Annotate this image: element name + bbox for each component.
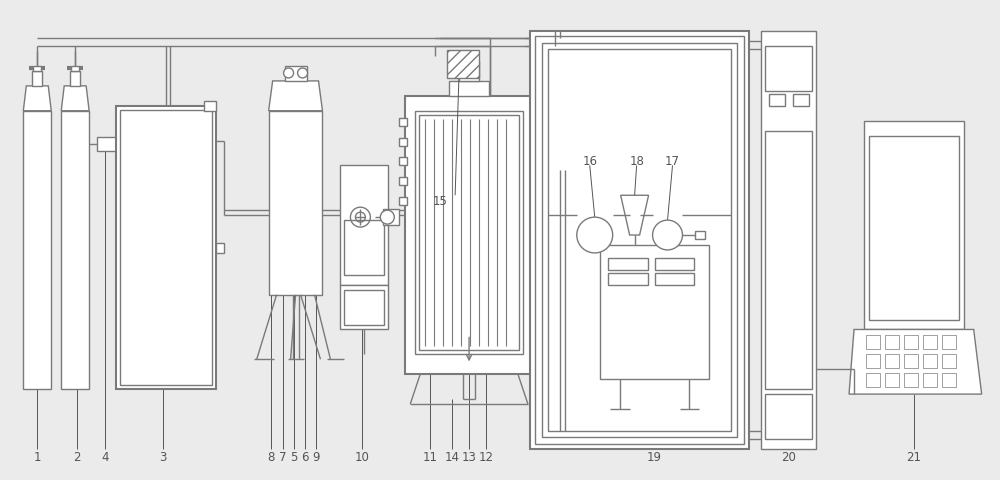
Circle shape: [298, 69, 308, 79]
Text: 21: 21: [906, 450, 921, 463]
Text: 11: 11: [423, 450, 438, 463]
Bar: [70, 72, 80, 87]
Bar: [32, 72, 42, 87]
Bar: [885, 336, 899, 349]
Bar: [542, 44, 737, 437]
Bar: [415, 111, 523, 355]
Polygon shape: [621, 196, 649, 236]
Bar: [97, 137, 119, 151]
Bar: [866, 373, 880, 387]
Text: 18: 18: [629, 155, 644, 168]
Bar: [447, 51, 479, 79]
Text: 10: 10: [355, 450, 370, 463]
Bar: [269, 111, 322, 295]
Bar: [869, 136, 959, 320]
Bar: [399, 138, 407, 146]
Bar: [904, 355, 918, 369]
Text: 7: 7: [279, 450, 286, 463]
Bar: [608, 273, 648, 285]
Bar: [344, 221, 384, 275]
Bar: [449, 82, 489, 96]
Circle shape: [380, 211, 394, 225]
Polygon shape: [849, 330, 982, 394]
Bar: [340, 166, 388, 285]
Polygon shape: [61, 87, 89, 111]
Text: 16: 16: [582, 155, 597, 168]
Polygon shape: [269, 82, 322, 111]
Text: 2: 2: [73, 450, 81, 463]
Text: 4: 4: [101, 450, 109, 463]
Bar: [399, 178, 407, 186]
Bar: [655, 273, 694, 285]
Bar: [383, 210, 399, 226]
Bar: [923, 336, 937, 349]
Bar: [204, 102, 216, 111]
Text: 5: 5: [290, 450, 297, 463]
Bar: [655, 258, 694, 270]
Bar: [923, 373, 937, 387]
Bar: [340, 285, 388, 330]
Bar: [23, 111, 51, 389]
Bar: [71, 67, 79, 72]
Bar: [535, 37, 744, 444]
Text: 6: 6: [301, 450, 308, 463]
Bar: [419, 116, 519, 350]
Text: 20: 20: [781, 450, 796, 463]
Bar: [405, 96, 533, 374]
Bar: [793, 95, 809, 107]
Bar: [942, 355, 956, 369]
Bar: [866, 336, 880, 349]
Bar: [344, 290, 384, 325]
Bar: [531, 119, 539, 126]
Bar: [866, 355, 880, 369]
Bar: [864, 121, 964, 330]
Bar: [769, 95, 785, 107]
Bar: [695, 231, 705, 240]
Bar: [399, 198, 407, 206]
Bar: [765, 132, 812, 389]
Text: 12: 12: [479, 450, 494, 463]
Bar: [459, 62, 479, 82]
Text: 17: 17: [665, 155, 680, 168]
Text: 14: 14: [445, 450, 460, 463]
Bar: [285, 67, 307, 82]
Text: 1: 1: [34, 450, 41, 463]
Bar: [608, 258, 648, 270]
Text: 19: 19: [647, 450, 662, 463]
Text: 9: 9: [312, 450, 319, 463]
Circle shape: [284, 69, 294, 79]
Bar: [120, 110, 212, 385]
Bar: [61, 111, 89, 389]
Bar: [942, 373, 956, 387]
Bar: [548, 50, 731, 431]
Bar: [885, 373, 899, 387]
Bar: [765, 394, 812, 439]
Bar: [531, 138, 539, 146]
Bar: [942, 336, 956, 349]
Bar: [399, 158, 407, 166]
Text: 13: 13: [462, 450, 477, 463]
Circle shape: [653, 221, 682, 251]
Text: 15: 15: [433, 194, 448, 207]
Bar: [600, 245, 709, 379]
Bar: [531, 158, 539, 166]
Bar: [530, 32, 749, 449]
Bar: [765, 47, 812, 92]
Bar: [923, 355, 937, 369]
Polygon shape: [23, 87, 51, 111]
Bar: [116, 107, 216, 389]
Bar: [216, 243, 224, 253]
Bar: [904, 336, 918, 349]
Text: 3: 3: [159, 450, 167, 463]
Circle shape: [577, 217, 613, 253]
Bar: [904, 373, 918, 387]
Bar: [33, 67, 41, 72]
Text: 8: 8: [267, 450, 274, 463]
Bar: [399, 119, 407, 126]
Bar: [761, 32, 816, 449]
Bar: [885, 355, 899, 369]
